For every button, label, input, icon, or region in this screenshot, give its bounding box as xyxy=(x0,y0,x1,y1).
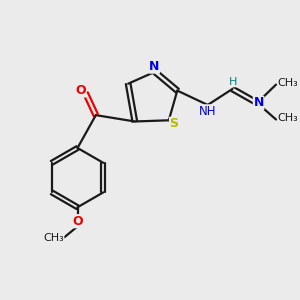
Text: O: O xyxy=(75,84,86,97)
Text: N: N xyxy=(254,96,264,110)
Text: N: N xyxy=(149,60,160,73)
Text: S: S xyxy=(169,117,178,130)
Text: H: H xyxy=(229,77,237,87)
Text: O: O xyxy=(72,215,83,228)
Text: NH: NH xyxy=(198,105,216,118)
Text: CH₃: CH₃ xyxy=(278,113,298,123)
Text: CH₃: CH₃ xyxy=(278,79,298,88)
Text: CH₃: CH₃ xyxy=(43,233,64,243)
